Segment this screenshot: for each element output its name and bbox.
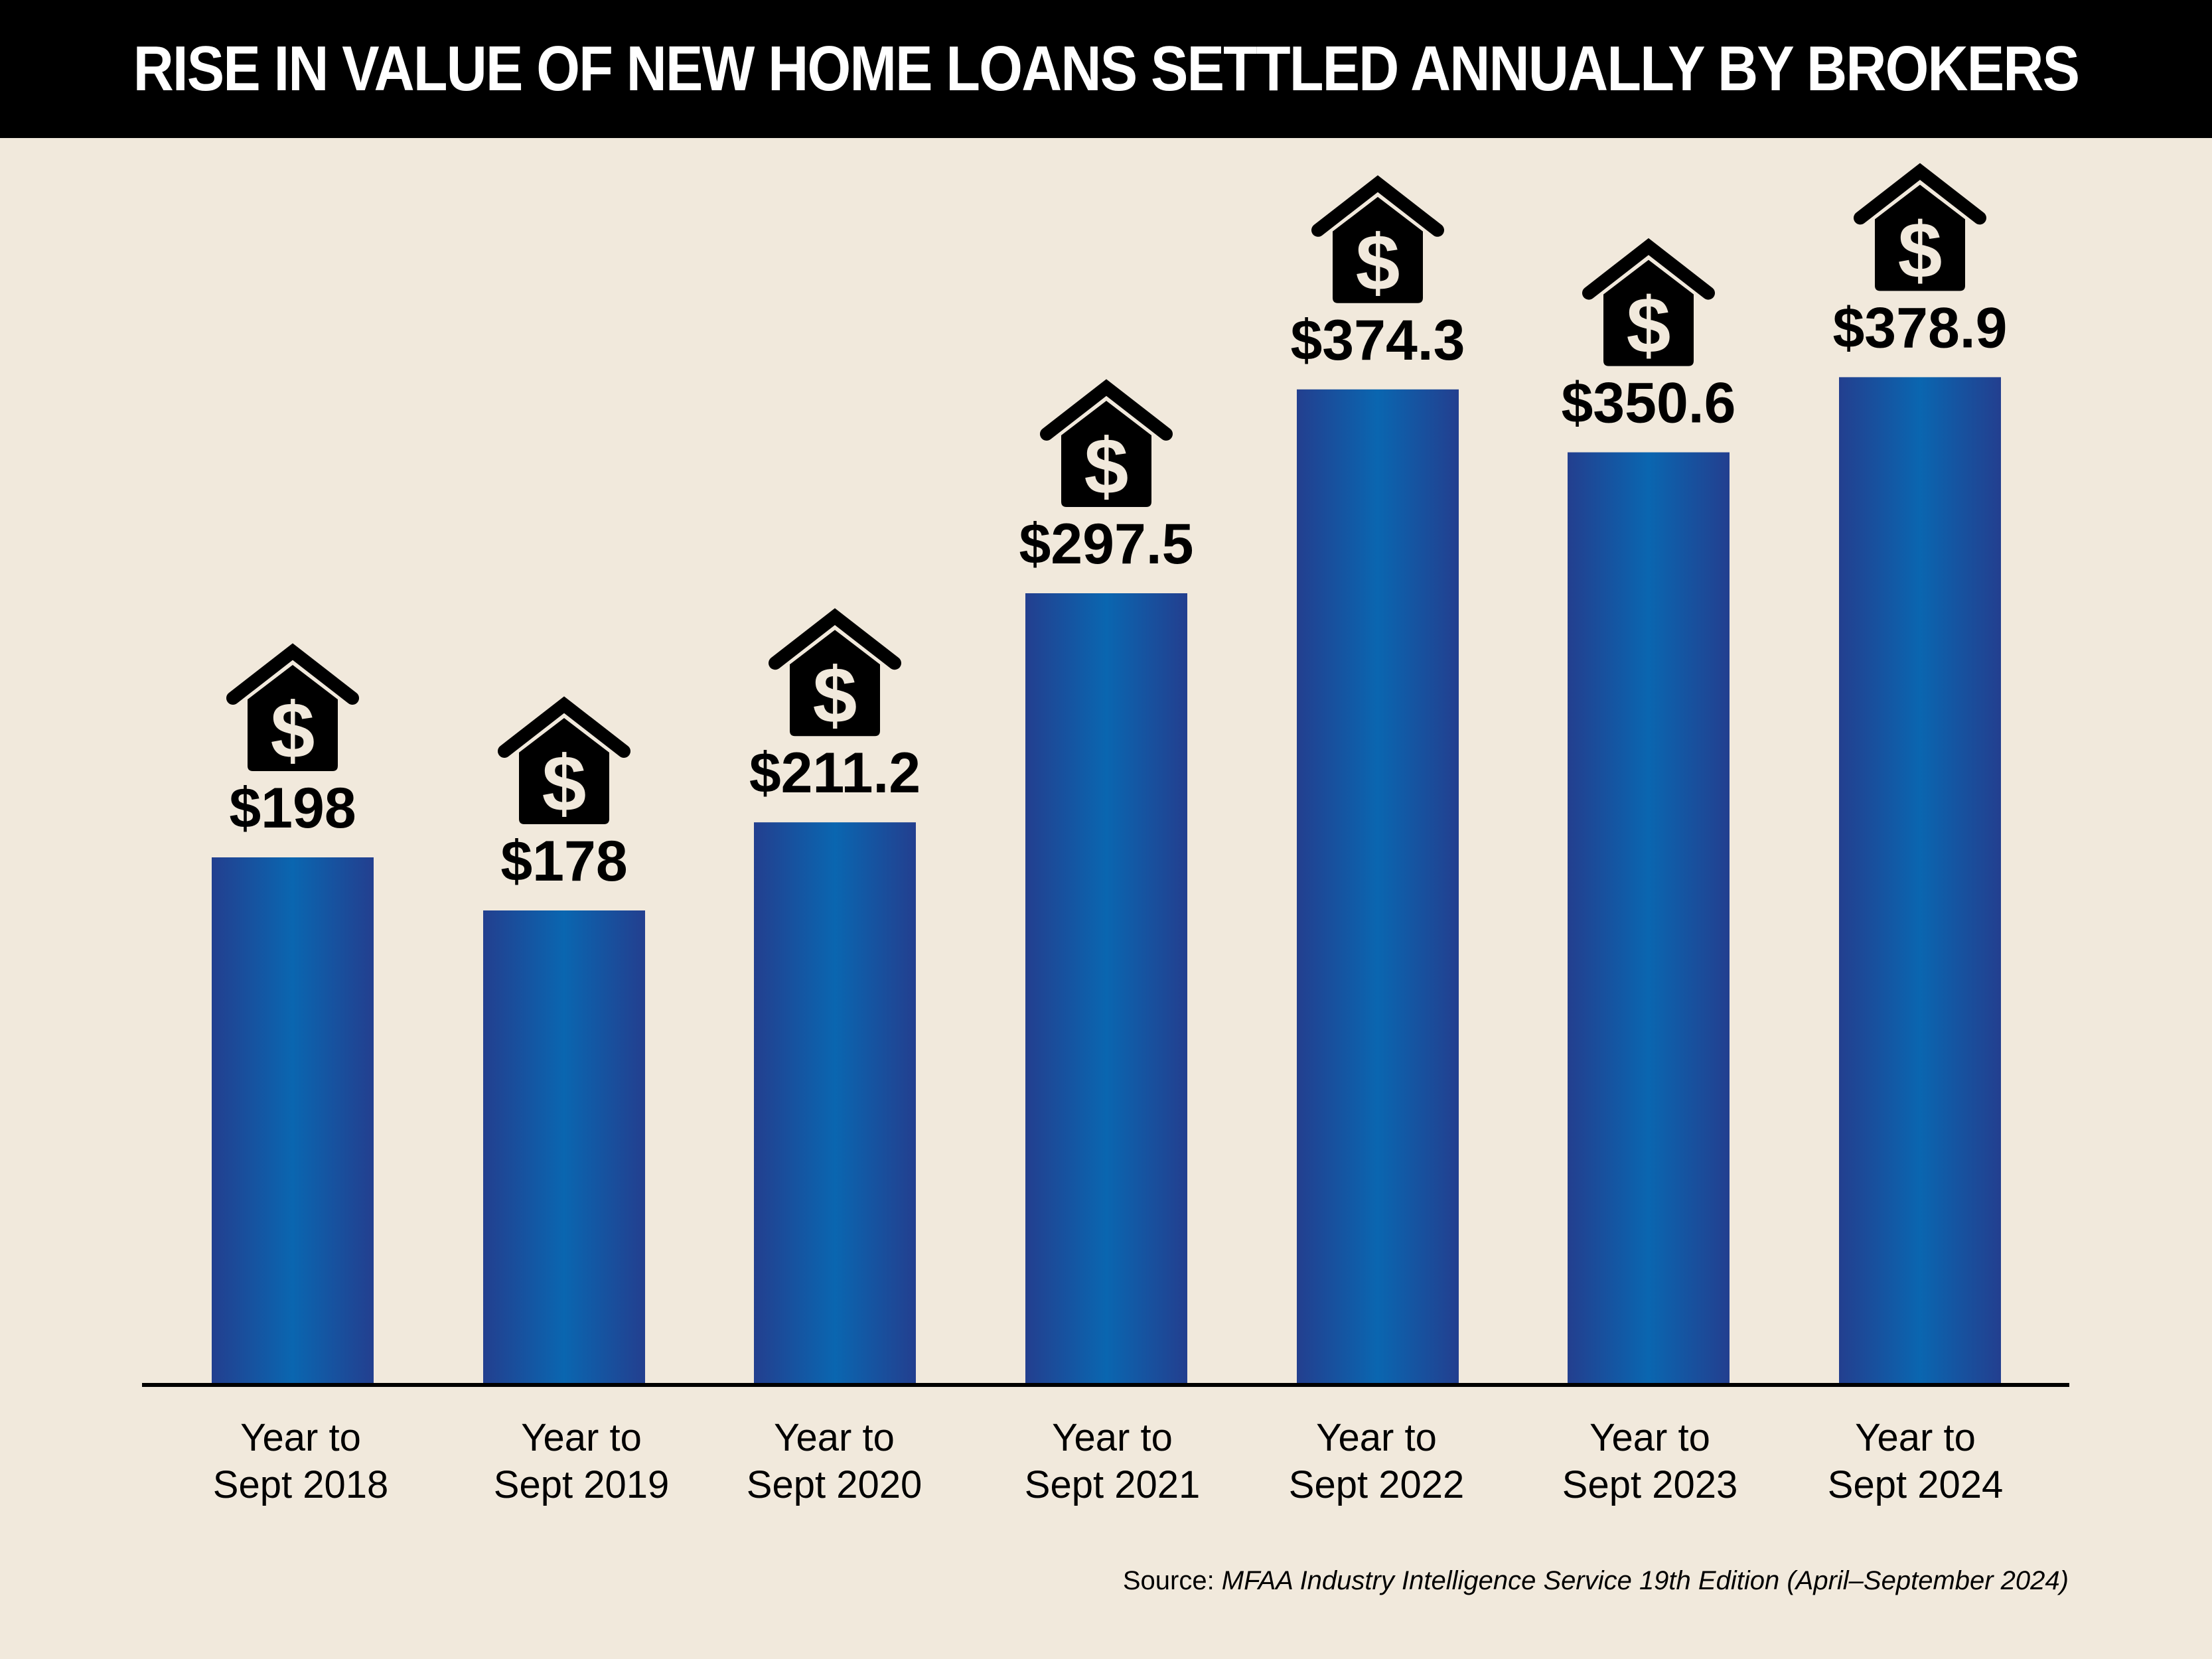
house-dollar-icon: $ bbox=[226, 643, 359, 775]
data-label: $297.5 bbox=[1019, 512, 1193, 576]
bar bbox=[754, 822, 916, 1383]
bar bbox=[483, 910, 645, 1383]
bar bbox=[212, 857, 374, 1383]
tick-label: Year to Sept 2022 bbox=[1289, 1416, 1464, 1506]
svg-text:$: $ bbox=[1898, 206, 1943, 295]
tick-label: Year to Sept 2019 bbox=[494, 1416, 669, 1506]
tick-label: Year to Sept 2023 bbox=[1562, 1416, 1737, 1506]
house-dollar-icon: $ bbox=[1582, 238, 1715, 370]
house-dollar-icon: $ bbox=[1854, 163, 1986, 295]
data-label: $374.3 bbox=[1290, 309, 1465, 372]
house-dollar-icon: $ bbox=[1040, 379, 1173, 511]
bars-group bbox=[212, 377, 2001, 1383]
title-bar bbox=[0, 0, 2212, 138]
tick-label: Year to Sept 2024 bbox=[1828, 1416, 2003, 1506]
tick-labels-group: Year to Sept 2018 Year to Sept 2019 Year to S… bbox=[213, 1416, 2003, 1506]
data-label: $350.6 bbox=[1561, 372, 1735, 435]
svg-text:$: $ bbox=[542, 739, 587, 828]
bar bbox=[1568, 452, 1730, 1383]
source-title: MFAA Industry Intelligence Service 19th … bbox=[1221, 1566, 2069, 1595]
source-prefix: Source: bbox=[1122, 1566, 1222, 1595]
source-note: Source: MFAA Industry Intelligence Servi… bbox=[1123, 1566, 2069, 1596]
chart-title: RISE IN VALUE OF NEW HOME LOANS SETTLED … bbox=[133, 33, 2080, 104]
house-dollar-icon: $ bbox=[1311, 175, 1444, 307]
house-dollar-icon: $ bbox=[498, 696, 630, 828]
svg-text:$: $ bbox=[1356, 218, 1400, 307]
bar bbox=[1297, 389, 1459, 1383]
data-label: $211.2 bbox=[749, 741, 921, 805]
icons-group: $ $ $ $ $ $ $ bbox=[226, 163, 1986, 828]
tick-label: Year to Sept 2021 bbox=[1025, 1416, 1200, 1506]
svg-text:$: $ bbox=[1627, 281, 1671, 370]
svg-text:$: $ bbox=[1084, 422, 1129, 511]
bar bbox=[1839, 377, 2001, 1383]
value-labels-group: $198 $178 $211.2 $297.5 $374.3 $350.6 $378.9 bbox=[229, 296, 2007, 893]
tick-label: Year to Sept 2018 bbox=[213, 1416, 388, 1506]
bar bbox=[1025, 593, 1187, 1383]
svg-text:$: $ bbox=[271, 686, 315, 775]
house-dollar-icon: $ bbox=[769, 608, 901, 740]
data-label: $178 bbox=[500, 830, 627, 893]
tick-label: Year to Sept 2020 bbox=[747, 1416, 922, 1506]
data-label: $198 bbox=[229, 776, 356, 840]
data-label: $378.9 bbox=[1832, 296, 2007, 360]
svg-text:$: $ bbox=[813, 651, 857, 740]
